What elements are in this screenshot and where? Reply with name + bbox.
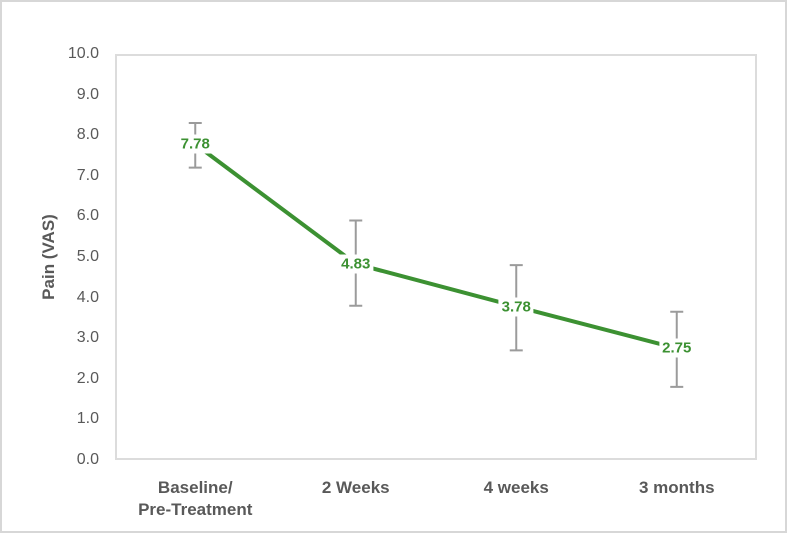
y-axis-tick-label: 3.0 — [76, 329, 99, 347]
data-point-label: 7.78 — [177, 134, 213, 154]
y-axis-tick-label: 6.0 — [76, 207, 99, 225]
x-axis-category-label: Baseline/ Pre-Treatment — [138, 478, 253, 519]
y-axis-tick-label: 8.0 — [76, 126, 99, 144]
x-axis-category-label: 4 weeks — [483, 478, 549, 497]
x-axis-category-label: 3 months — [638, 478, 715, 497]
y-axis-tick-label: 1.0 — [76, 410, 99, 428]
plot-area — [115, 54, 757, 460]
y-axis-tick-label: 0.0 — [76, 451, 99, 468]
y-axis-tick-label: 2.0 — [76, 369, 99, 387]
y-axis-tick-label: 10.0 — [67, 45, 99, 62]
x-axis-category-label: 2 Weeks — [321, 478, 390, 497]
y-axis-tick-label: 4.0 — [76, 288, 99, 306]
data-point-label: 3.78 — [498, 297, 534, 317]
y-axis-tick-label: 7.0 — [76, 166, 99, 184]
data-point-label: 4.83 — [338, 254, 374, 274]
y-axis-tick-label: 9.0 — [76, 85, 99, 103]
y-axis-tick-label: 5.0 — [76, 248, 99, 265]
data-point-label: 2.75 — [659, 338, 695, 358]
